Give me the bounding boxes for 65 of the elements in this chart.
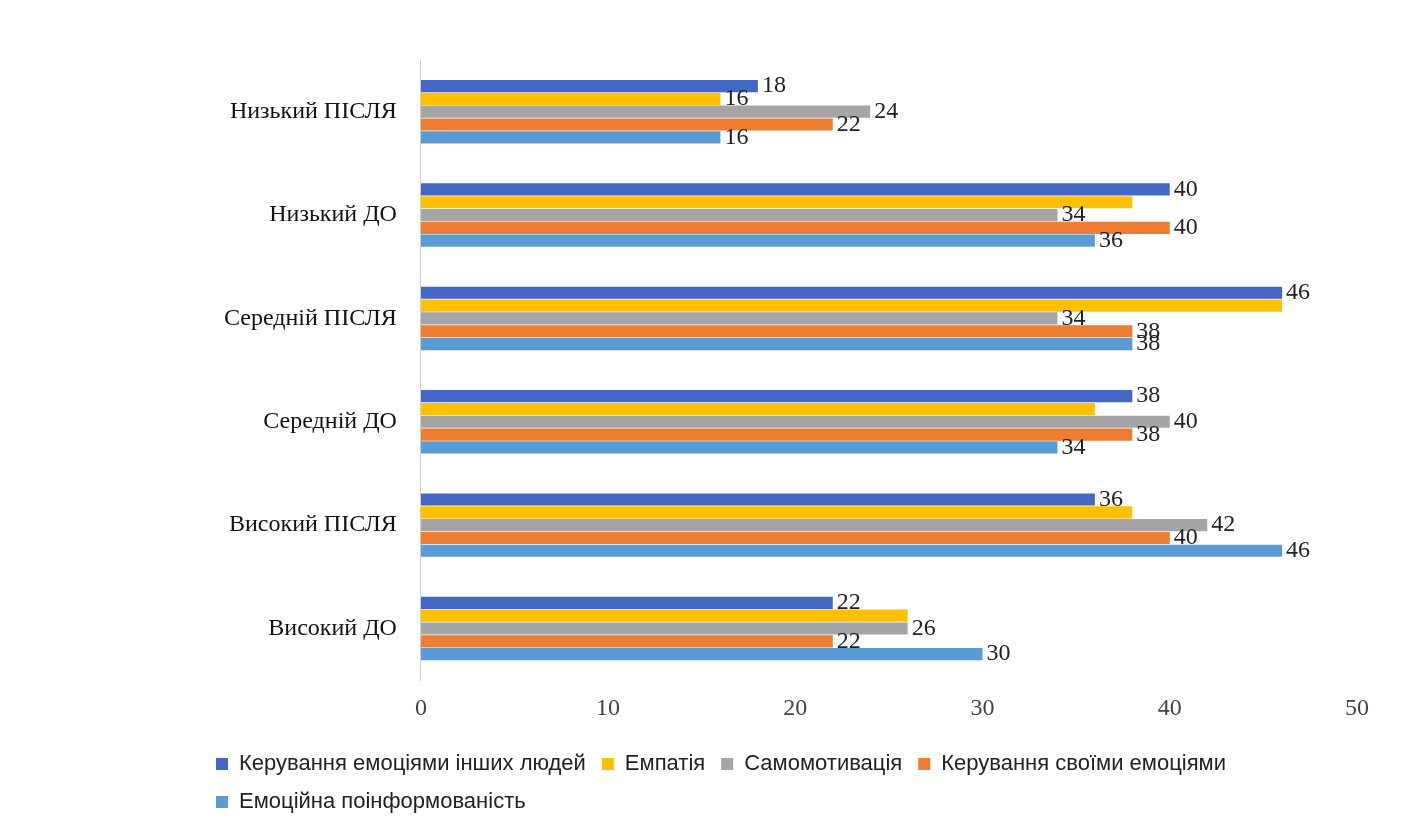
legend-label: Керування своїми емоціями bbox=[941, 750, 1227, 776]
data-label: 40 bbox=[1173, 213, 1198, 240]
data-label: 24 bbox=[874, 96, 899, 123]
bar bbox=[420, 609, 908, 622]
data-label: 16 bbox=[724, 122, 749, 149]
x-tick-label: 30 bbox=[970, 693, 995, 720]
data-label: 40 bbox=[1173, 174, 1198, 201]
data-label: 26 bbox=[911, 613, 936, 640]
bar bbox=[420, 506, 1133, 519]
data-label: 34 bbox=[1061, 200, 1086, 227]
bar bbox=[420, 221, 1170, 234]
data-label: 16 bbox=[724, 84, 749, 111]
data-label: 46 bbox=[1286, 278, 1311, 305]
bar bbox=[420, 325, 1133, 338]
bar bbox=[420, 531, 1170, 545]
x-tick-label: 0 bbox=[414, 693, 427, 720]
bar bbox=[420, 428, 1133, 441]
data-label: 22 bbox=[836, 109, 861, 136]
bar bbox=[420, 299, 1283, 312]
data-label: 30 bbox=[986, 639, 1011, 666]
bar bbox=[420, 208, 1058, 222]
y-tick-label: Середній ПІСЛЯ bbox=[224, 303, 397, 330]
x-tick-label: 50 bbox=[1345, 693, 1369, 720]
legend-label: Керування емоціями інших людей bbox=[239, 750, 586, 776]
y-tick-label: Середній ДО bbox=[263, 407, 397, 434]
data-label: 38 bbox=[1136, 419, 1161, 446]
data-label: 42 bbox=[1211, 510, 1236, 537]
bar bbox=[420, 402, 1095, 416]
data-label: 18 bbox=[761, 71, 786, 98]
bar bbox=[420, 622, 908, 635]
legend-label: Емпатія bbox=[624, 750, 706, 776]
y-tick-label: Низький ДО bbox=[269, 200, 397, 227]
legend-label: Емоційна поінформованість bbox=[239, 788, 526, 814]
data-label: 38 bbox=[1136, 381, 1161, 408]
x-tick-label: 40 bbox=[1157, 693, 1182, 720]
data-label: 22 bbox=[836, 588, 861, 615]
x-tick-label: 20 bbox=[783, 693, 808, 720]
bar bbox=[420, 635, 833, 648]
bar bbox=[420, 337, 1133, 351]
data-label: 40 bbox=[1173, 523, 1198, 550]
bar bbox=[420, 596, 833, 609]
legend-label: Самомотивація bbox=[744, 750, 903, 776]
bar bbox=[420, 441, 1058, 454]
data-label: 40 bbox=[1173, 407, 1198, 434]
bar bbox=[420, 105, 871, 118]
bar bbox=[420, 183, 1170, 196]
bar bbox=[420, 234, 1095, 247]
data-label: 22 bbox=[836, 626, 861, 653]
bar bbox=[420, 648, 983, 661]
bar bbox=[420, 390, 1133, 403]
bar bbox=[420, 415, 1170, 428]
y-tick-label: Високий ДО bbox=[268, 613, 397, 640]
bar bbox=[420, 312, 1058, 325]
data-label: 46 bbox=[1286, 536, 1311, 563]
bar bbox=[420, 286, 1283, 299]
bar bbox=[420, 92, 721, 105]
y-tick-label: Низький ПІСЛЯ bbox=[229, 96, 397, 123]
bar bbox=[420, 131, 721, 144]
x-tick-label: 10 bbox=[596, 693, 621, 720]
data-label: 36 bbox=[1098, 225, 1123, 252]
y-tick-label: Високий ПІСЛЯ bbox=[229, 510, 397, 537]
bar bbox=[420, 118, 833, 131]
bar bbox=[420, 493, 1095, 506]
bar bbox=[420, 544, 1283, 557]
data-label: 36 bbox=[1098, 484, 1123, 511]
